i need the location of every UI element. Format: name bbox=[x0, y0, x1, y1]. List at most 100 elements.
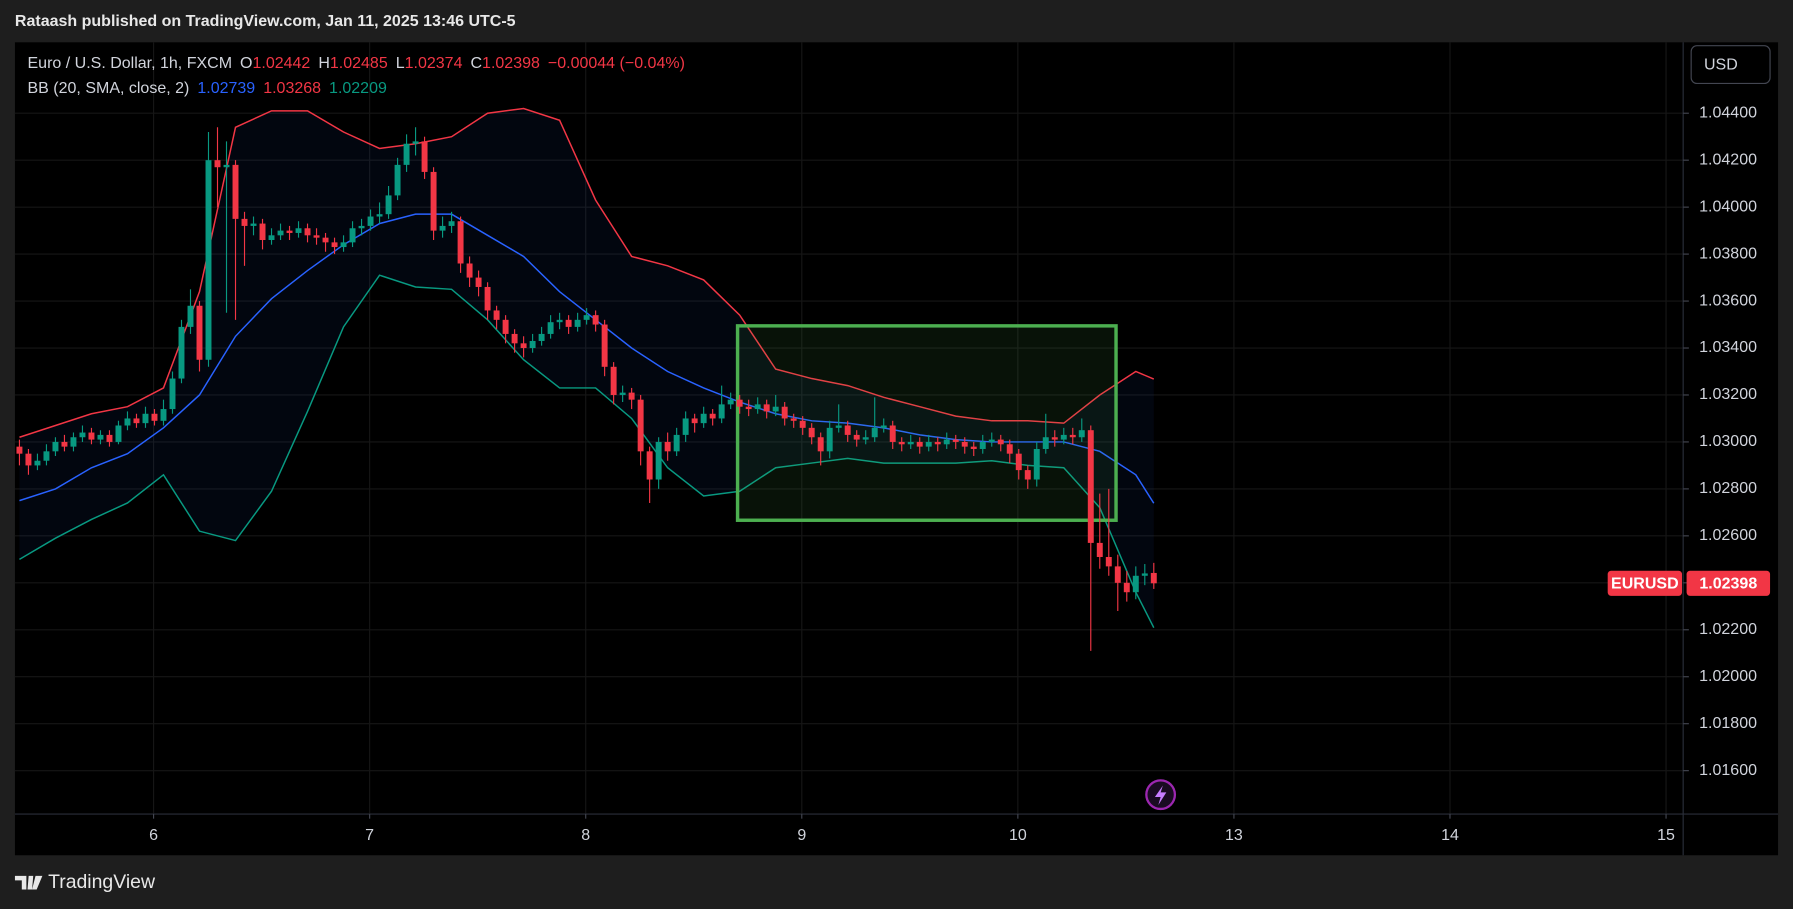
candle-body bbox=[529, 340, 536, 349]
candle-body bbox=[160, 409, 167, 421]
candle-body bbox=[268, 235, 275, 241]
candle-body bbox=[286, 230, 293, 233]
y-tick-label: 1.03800 bbox=[1699, 245, 1757, 262]
candle-body bbox=[610, 366, 617, 395]
candle-body bbox=[205, 160, 212, 360]
candle-body bbox=[808, 427, 815, 438]
candle-body bbox=[1024, 470, 1031, 480]
candle-body bbox=[295, 228, 302, 233]
alert-bolt[interactable] bbox=[1154, 785, 1167, 805]
range-box bbox=[735, 324, 1118, 522]
candle-body bbox=[484, 286, 491, 311]
legend-bb-value: 1.02739 bbox=[197, 80, 255, 97]
candle-body bbox=[1114, 566, 1121, 583]
candle-body bbox=[25, 453, 32, 466]
candle-body bbox=[376, 214, 383, 217]
legend-ohlc-label: L bbox=[396, 55, 405, 72]
candle-body bbox=[682, 418, 689, 435]
legend-ohlc-label: O bbox=[240, 55, 252, 72]
candle-body bbox=[358, 225, 365, 229]
grid bbox=[14, 42, 1684, 815]
legend-bb-value: 1.03268 bbox=[263, 80, 321, 97]
candle-body bbox=[556, 319, 563, 323]
candle-body bbox=[511, 333, 518, 344]
candle-body bbox=[601, 324, 608, 367]
candle-body bbox=[133, 418, 140, 424]
candle-body bbox=[970, 446, 977, 449]
legend-ohlc-value: 1.02374 bbox=[405, 55, 463, 72]
candle-body bbox=[88, 432, 95, 440]
candle-body bbox=[1123, 582, 1130, 593]
candle-body bbox=[97, 434, 104, 440]
candle-body bbox=[79, 432, 86, 438]
candle-body bbox=[43, 451, 50, 461]
candle-body bbox=[16, 446, 23, 454]
currency-label[interactable]: USD bbox=[1704, 56, 1738, 73]
candle-body bbox=[637, 399, 644, 452]
candle-body bbox=[916, 441, 923, 447]
candle-body bbox=[493, 310, 500, 320]
x-tick-label: 6 bbox=[149, 827, 158, 844]
candle-body bbox=[547, 322, 554, 334]
y-tick-label: 1.02600 bbox=[1699, 527, 1757, 544]
y-tick-label: 1.03400 bbox=[1699, 339, 1757, 356]
legend-bb-value: 1.02209 bbox=[329, 80, 387, 97]
candle-body bbox=[835, 425, 842, 428]
currency-button[interactable] bbox=[1690, 45, 1771, 85]
candle-body bbox=[457, 221, 464, 264]
published-line: Rataash published on TradingView.com, Ja… bbox=[15, 13, 516, 30]
candle-body bbox=[772, 406, 779, 412]
legend-bb: BB (20, SMA, close, 2) 1.02739 1.03268 1.02… bbox=[28, 80, 387, 97]
candle-body bbox=[466, 263, 473, 278]
candle-body bbox=[934, 441, 941, 445]
candle-body bbox=[1087, 430, 1094, 543]
legend-ohlc-label: C bbox=[471, 55, 483, 72]
candle-body bbox=[727, 399, 734, 405]
brand-logo bbox=[14, 875, 43, 890]
candles bbox=[16, 127, 1157, 651]
candle-body bbox=[925, 441, 932, 447]
alert-icon[interactable] bbox=[1145, 779, 1177, 811]
y-tick-label: 1.01600 bbox=[1699, 762, 1757, 779]
legend-ohlc-value: 1.02398 bbox=[482, 55, 540, 72]
candle-body bbox=[223, 164, 230, 168]
candle-body bbox=[502, 319, 509, 334]
candle-body bbox=[520, 343, 527, 349]
candle-body bbox=[1141, 573, 1148, 576]
candle-body bbox=[232, 164, 239, 219]
y-tick-label: 1.02800 bbox=[1699, 480, 1757, 497]
band-line bbox=[19, 107, 1155, 438]
candle-body bbox=[196, 305, 203, 360]
candle-body bbox=[979, 441, 986, 449]
candle-body bbox=[988, 439, 995, 442]
candle-body bbox=[1033, 448, 1040, 480]
candle-body bbox=[259, 223, 266, 241]
candle-body bbox=[736, 399, 743, 407]
candle-body bbox=[115, 425, 122, 442]
candle-body bbox=[781, 406, 788, 419]
candle-body bbox=[673, 434, 680, 452]
candle-body bbox=[664, 441, 671, 452]
candle-body bbox=[952, 439, 959, 442]
candle-body bbox=[691, 418, 698, 424]
candle-body bbox=[178, 326, 185, 379]
x-tick-label: 13 bbox=[1225, 827, 1243, 844]
candle-body bbox=[430, 171, 437, 231]
symbol-tag-label: EURUSD bbox=[1611, 576, 1679, 593]
candle-body bbox=[403, 143, 410, 165]
legend-title: Euro / U.S. Dollar, 1h, FXCM bbox=[28, 55, 233, 72]
x-tick-label: 8 bbox=[581, 827, 590, 844]
candle-body bbox=[34, 460, 41, 466]
logo-mark bbox=[14, 875, 43, 890]
candle-body bbox=[151, 413, 158, 421]
candle-body bbox=[1078, 430, 1085, 438]
candle-body bbox=[70, 437, 77, 447]
axes: 1.016001.018001.020001.022001.024001.026… bbox=[149, 104, 1771, 844]
candle-body bbox=[826, 427, 833, 452]
candle-body bbox=[790, 418, 797, 421]
candle-body bbox=[898, 441, 905, 445]
x-tick-label: 15 bbox=[1657, 827, 1675, 844]
candle-body bbox=[1006, 444, 1013, 454]
candle-body bbox=[331, 242, 338, 248]
